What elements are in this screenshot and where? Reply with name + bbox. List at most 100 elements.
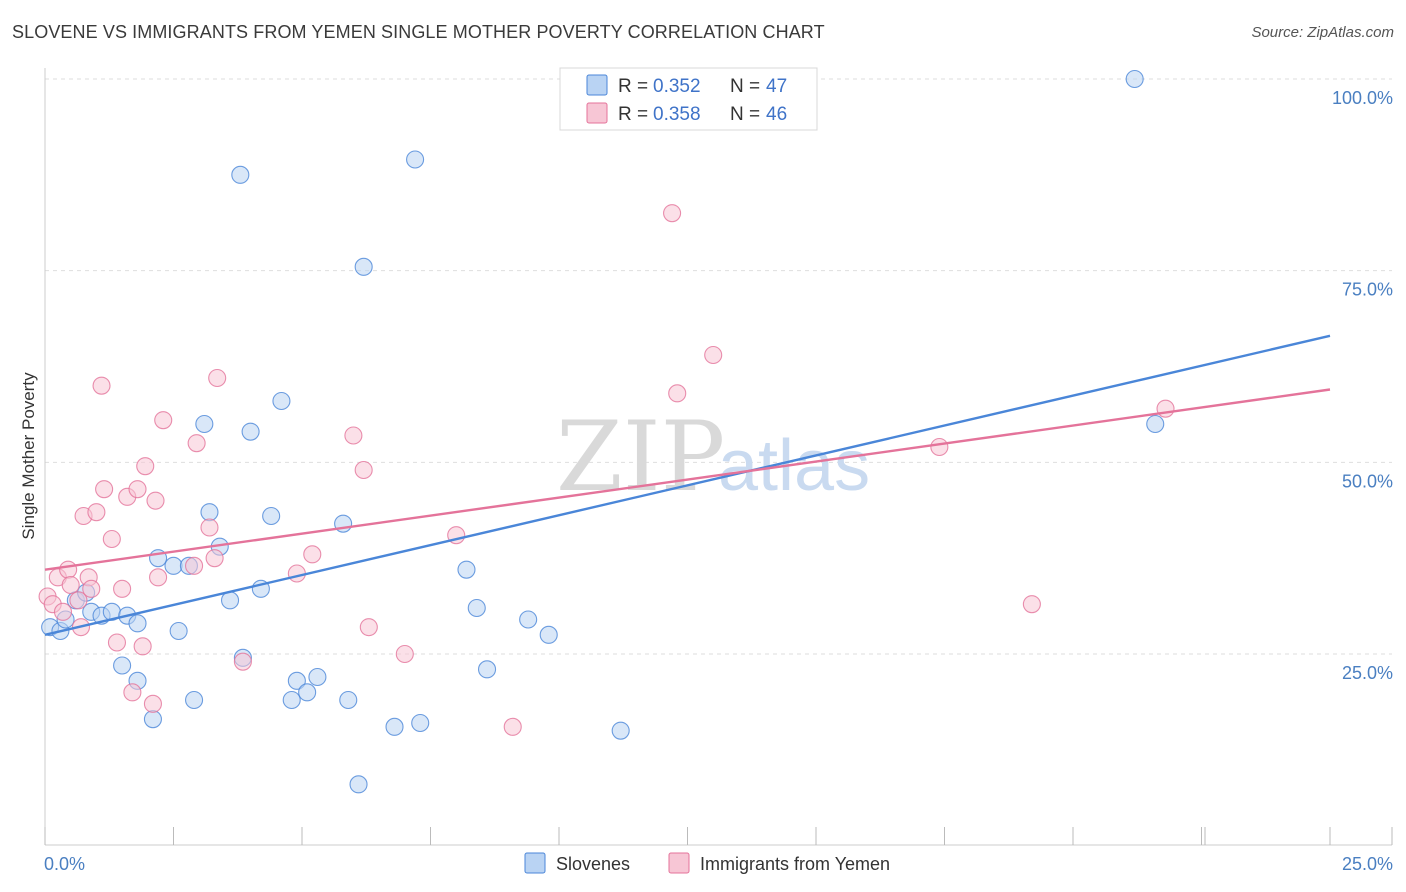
- slovenes-point: [1146, 414, 1165, 434]
- yemen-point: [133, 637, 152, 656]
- yemen-point: [154, 411, 173, 430]
- axes: 25.0% 50.0% 75.0% 100.0% 0.0% 25.0%: [44, 68, 1393, 874]
- yemen-point: [143, 694, 162, 713]
- slovenes-point: [519, 610, 538, 629]
- yemen-point: [102, 529, 121, 549]
- yemen-point: [1022, 595, 1041, 614]
- slovenes-point: [406, 150, 425, 169]
- legend-n-label-2: N =: [730, 104, 760, 125]
- legend-swatch-yemen: [586, 102, 608, 124]
- yemen-point: [69, 591, 88, 610]
- slovenes-point: [611, 721, 630, 740]
- slovenes-point: [411, 713, 430, 733]
- yemen-point: [233, 652, 252, 671]
- trend-lines: [44, 334, 1331, 637]
- legend-n-value-1: 47: [766, 76, 787, 97]
- yemen-point: [208, 368, 227, 388]
- grid-lines: [45, 78, 1392, 655]
- legend-r-value-1: 0.352: [653, 76, 701, 97]
- yemen-point: [395, 644, 414, 664]
- slovenes-point: [385, 717, 404, 736]
- slovenes-point: [143, 710, 162, 729]
- slovenes-point: [282, 690, 301, 710]
- slovenes-point: [539, 625, 558, 644]
- slovenes-point: [308, 667, 327, 687]
- yemen-point: [82, 579, 101, 598]
- yemen-point: [53, 602, 73, 621]
- yemen-point: [113, 579, 132, 598]
- slovenes-point: [339, 690, 358, 710]
- slovenes-point: [272, 391, 291, 411]
- slovenes-point: [128, 614, 147, 633]
- slovenes-point: [185, 690, 204, 710]
- bottom-legend: Slovenes Immigrants from Yemen: [524, 852, 890, 874]
- yemen-point: [128, 480, 147, 499]
- slovenes-point: [241, 422, 260, 441]
- legend-n-label-1: N =: [730, 76, 760, 97]
- yemen-point: [149, 568, 168, 587]
- slovenes-point: [231, 165, 250, 184]
- bottom-legend-swatch-yemen: [668, 852, 690, 874]
- yemen-point: [663, 204, 682, 223]
- bottom-legend-yemen: Immigrants from Yemen: [700, 854, 890, 874]
- x-tick-label: 0.0%: [44, 854, 85, 874]
- yemen-point: [87, 503, 106, 522]
- slovenes-point: [164, 556, 183, 575]
- watermark-atlas: atlas: [718, 426, 870, 506]
- yemen-point: [185, 556, 204, 575]
- legend: R = 0.352 N = 47 R = 0.358 N = 46: [559, 67, 818, 131]
- yemen-point: [136, 457, 155, 476]
- legend-r-value-2: 0.358: [653, 104, 701, 125]
- slovenes-point: [467, 598, 486, 618]
- yemen-point: [503, 717, 522, 736]
- slovenes-point: [1125, 69, 1144, 89]
- yemen-point: [200, 518, 219, 537]
- watermark: ZIP atlas: [556, 401, 870, 513]
- y-tick-label: 100.0%: [1332, 88, 1393, 108]
- slovenes-point: [113, 656, 132, 675]
- x-tick-label: 25.0%: [1342, 854, 1393, 874]
- yemen-point: [359, 618, 378, 637]
- slovenes-point: [195, 414, 214, 434]
- slovenes-point: [477, 660, 497, 679]
- yemen-point: [930, 437, 949, 457]
- slovenes-point: [298, 683, 317, 702]
- y-tick-label: 25.0%: [1342, 663, 1393, 683]
- yemen-point: [95, 480, 114, 499]
- yemen-point: [303, 545, 322, 564]
- yemen-point: [354, 460, 373, 480]
- yemen-point: [344, 426, 363, 445]
- legend-n-value-2: 46: [766, 104, 787, 125]
- yemen-point: [704, 345, 723, 365]
- yemen-trendline: [44, 388, 1331, 571]
- yemen-point: [146, 491, 165, 510]
- yemen-point: [123, 683, 142, 702]
- legend-r-label-2: R =: [618, 104, 648, 125]
- yemen-point: [205, 549, 224, 568]
- bottom-legend-swatch-slovenes: [524, 852, 546, 874]
- yemen-point: [92, 376, 111, 395]
- y-axis-label: Single Mother Poverty: [19, 372, 38, 540]
- legend-swatch-slovenes: [586, 74, 608, 96]
- slovenes-point: [262, 506, 281, 526]
- yemen-point: [59, 560, 78, 579]
- slovenes-trendline: [44, 334, 1331, 637]
- yemen-point: [668, 384, 687, 403]
- slovenes-point: [457, 560, 476, 579]
- yemen-point: [187, 434, 206, 453]
- slovenes-point: [287, 671, 306, 690]
- yemen-point: [61, 575, 80, 595]
- chart-title: SLOVENE VS IMMIGRANTS FROM YEMEN SINGLE …: [12, 22, 825, 42]
- source-credit: Source: ZipAtlas.com: [1251, 24, 1394, 41]
- yemen-point: [107, 633, 127, 652]
- slovenes-point: [349, 775, 368, 794]
- y-tick-label: 75.0%: [1342, 280, 1393, 300]
- yemen-point: [287, 564, 306, 583]
- y-tick-label: 50.0%: [1342, 471, 1393, 491]
- slovenes-point: [354, 257, 373, 276]
- legend-r-label-1: R =: [618, 76, 648, 97]
- slovenes-point: [200, 503, 219, 522]
- yemen-point: [1156, 399, 1175, 418]
- bottom-legend-slovenes: Slovenes: [556, 854, 630, 874]
